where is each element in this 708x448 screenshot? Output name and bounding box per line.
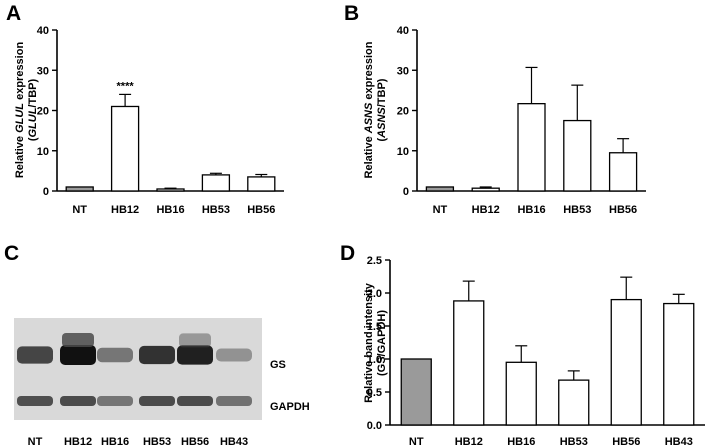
- chart-d-category-label: HB12: [455, 436, 483, 448]
- panel-label-c: C: [4, 242, 19, 265]
- panel-label-b: B: [344, 2, 359, 25]
- chart-a-category-label: HB12: [111, 204, 139, 216]
- chart-b-bar-hb53: [563, 119, 592, 192]
- gs-band-smear-hb56: [179, 333, 211, 348]
- chart-d-bar-hb43: [663, 302, 695, 426]
- chart-b-bar-hb56: [608, 152, 638, 192]
- chart-b: 0 10 20 30 40 NT HB12 HB16 HB53 HB56 Relative ASNS…: [363, 25, 646, 216]
- chart-a-bar-hb16: [156, 188, 185, 192]
- chart-d-y-axis-title-line2: (GS/GAPDH): [376, 310, 388, 376]
- chart-d-category-label: HB43: [665, 436, 693, 448]
- blot-band-label-gs: GS: [270, 359, 286, 371]
- chart-d-bar-hb12: [453, 300, 485, 426]
- chart-a-bar-hb12: [110, 105, 140, 192]
- gs-band-smear-hb12: [62, 333, 94, 347]
- chart-b-category-label: HB53: [563, 204, 591, 216]
- gapdh-band-hb43: [216, 396, 252, 406]
- gs-band-hb56: [177, 345, 213, 365]
- chart-b-y-axis-title: Relative ASNS expression(ASNS/TBP): [363, 41, 388, 178]
- chart-d-category-label: NT: [409, 436, 424, 448]
- panel-label-d: D: [340, 242, 355, 265]
- chart-b-bar-hb16: [517, 103, 546, 192]
- chart-a-category-label: HB56: [247, 204, 275, 216]
- gapdh-band-hb12: [60, 396, 96, 406]
- chart-d-y-tick-label: 0.0: [367, 420, 382, 432]
- western-blot: GS GAPDH NT HB12 HB16 HB53 HB56 HB43: [14, 318, 310, 448]
- chart-a-y-tick-label: 30: [37, 65, 49, 77]
- chart-d-category-label: HB56: [612, 436, 640, 448]
- chart-b-bar-nt: [425, 186, 455, 192]
- chart-d-y-tick-label: 1.0: [367, 354, 382, 366]
- gapdh-band-hb56: [177, 396, 213, 406]
- gapdh-band-nt: [17, 396, 53, 406]
- chart-d-y-tick-label: 1.5: [367, 321, 382, 333]
- chart-d-y-tick-label: 2.5: [367, 255, 382, 267]
- chart-a: 0 10 20 30 40 NT HB12 HB16 HB53 HB56 **** Relative …: [14, 25, 284, 216]
- gs-band-hb12: [60, 345, 96, 365]
- chart-d-y-axis-title: Relative band intensity (GS/GAPDH): [363, 282, 388, 403]
- chart-d-bar-hb56: [610, 298, 642, 426]
- blot-lane-label: HB53: [143, 436, 171, 448]
- chart-b-y-tick-label: 30: [397, 65, 409, 77]
- chart-d-bar-hb53: [558, 379, 590, 426]
- chart-b-bar-hb12: [471, 187, 500, 192]
- chart-d-y-tick-label: 0.5: [367, 387, 382, 399]
- panel-label-a: A: [6, 2, 21, 25]
- blot-band-label-gapdh: GAPDH: [270, 401, 310, 413]
- chart-d-bar-hb16: [505, 361, 537, 426]
- chart-d-bar-nt: [400, 358, 432, 426]
- chart-a-y-tick-label: 0: [43, 186, 49, 198]
- chart-a-y-tick-label: 20: [37, 106, 49, 118]
- chart-a-category-label: HB53: [202, 204, 230, 216]
- chart-b-category-label: NT: [433, 204, 448, 216]
- chart-a-y-axis-title: Relative GLUL expression(GLUL/TBP): [14, 42, 39, 179]
- blot-lane-labels: NT HB12 HB16 HB53 HB56 HB43: [28, 436, 248, 448]
- chart-b-y-tick-label: 20: [397, 106, 409, 118]
- chart-a-bar-hb56: [247, 176, 276, 192]
- chart-d: 0.0 0.5 1.0 1.5 2.0 2.5 NT HB12 HB16 HB53 HB56 HB43…: [363, 255, 705, 448]
- blot-lane-label: HB43: [220, 436, 248, 448]
- chart-d-y-tick-label: 2.0: [367, 288, 382, 300]
- chart-a-y-tick-label: 10: [37, 146, 49, 158]
- chart-b-y-tick-label: 40: [397, 25, 409, 37]
- chart-b-y-tick-label: 0: [403, 186, 409, 198]
- chart-b-y-tick-label: 10: [397, 146, 409, 158]
- gapdh-band-hb53: [139, 396, 175, 406]
- chart-d-category-label: HB16: [507, 436, 535, 448]
- gs-band-hb16: [97, 347, 133, 363]
- chart-a-y-axis-title-line2: (GLUL/TBP): [27, 78, 39, 141]
- blot-lane-label: NT: [28, 436, 43, 448]
- blot-lane-label: HB16: [101, 436, 129, 448]
- gapdh-band-hb16: [97, 396, 133, 406]
- chart-a-y-tick-label: 40: [37, 25, 49, 37]
- chart-b-category-label: HB16: [517, 204, 545, 216]
- chart-b-category-label: HB56: [609, 204, 637, 216]
- gs-band-nt: [17, 346, 53, 364]
- chart-a-y-axis-title-line1: Relative GLUL expression: [14, 42, 26, 179]
- chart-a-category-label: HB16: [156, 204, 184, 216]
- chart-b-y-axis-title-line2: (ASNS/TBP): [376, 78, 388, 141]
- chart-d-y-axis-title-line1: Relative band intensity: [363, 282, 375, 403]
- gs-band-hb53: [139, 345, 175, 365]
- chart-a-bar-hb53: [201, 174, 231, 192]
- chart-b-category-label: HB12: [472, 204, 500, 216]
- gs-band-hb43: [216, 348, 252, 362]
- chart-a-category-label: NT: [72, 204, 87, 216]
- chart-a-bar-nt: [65, 186, 94, 192]
- blot-lane-label: HB12: [64, 436, 92, 448]
- chart-a-significance-label: ****: [117, 80, 135, 92]
- chart-b-y-axis-title-line1: Relative ASNS expression: [363, 41, 375, 178]
- blot-bands: [17, 333, 252, 406]
- chart-d-category-label: HB53: [560, 436, 588, 448]
- blot-lane-label: HB56: [181, 436, 209, 448]
